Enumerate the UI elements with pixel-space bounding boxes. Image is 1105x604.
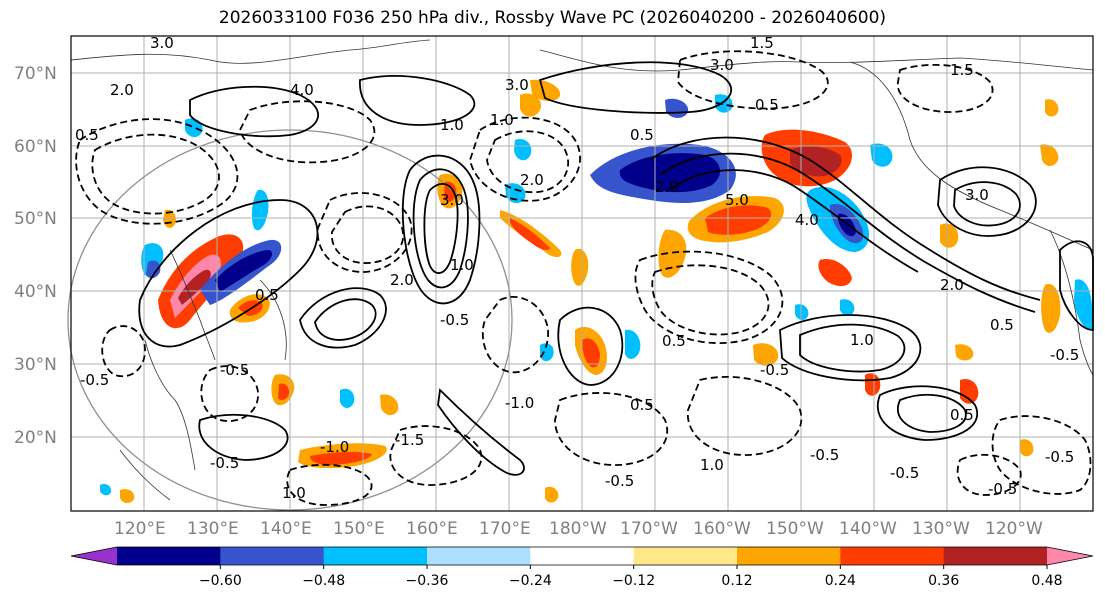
contour-label: -0.5 bbox=[760, 361, 789, 379]
colorbar-bin bbox=[943, 547, 1048, 565]
gridlines bbox=[71, 36, 1093, 511]
contour-label: 0.5 bbox=[950, 406, 974, 424]
lon-label: 130°W bbox=[912, 519, 970, 539]
contour-label: -0.5 bbox=[1045, 448, 1074, 466]
contour-label: 1.5 bbox=[950, 61, 974, 79]
contour-label: 3.0 bbox=[150, 34, 174, 52]
colorbar-bin bbox=[840, 547, 945, 565]
map-title: 2026033100 F036 250 hPa div., Rossby Wav… bbox=[218, 8, 887, 28]
colorbar-bin bbox=[117, 547, 221, 565]
colorbar-bin bbox=[633, 547, 738, 565]
lon-label: 170°E bbox=[479, 519, 531, 539]
contour-label: 4.0 bbox=[290, 81, 314, 99]
contour-label: 2.0 bbox=[110, 81, 134, 99]
colorbar-tick-label: −0.24 bbox=[509, 573, 552, 589]
positive-contours bbox=[138, 61, 1094, 476]
coastlines bbox=[70, 39, 1094, 501]
contour-label: 0.5 bbox=[630, 126, 654, 144]
lat-label: 50°N bbox=[14, 209, 57, 229]
contour-label: 0.5 bbox=[255, 286, 279, 304]
colorbar-bin bbox=[530, 547, 635, 565]
colorbar-bin bbox=[737, 547, 841, 565]
contour-label: -0.5 bbox=[440, 311, 469, 329]
lon-label: 140°E bbox=[260, 519, 312, 539]
contour-label: 1.0 bbox=[490, 111, 514, 129]
contour-label: 3.0 bbox=[710, 56, 734, 74]
negative-contours bbox=[75, 50, 1092, 506]
colorbar: −0.60 −0.48 −0.36 −0.24 −0.12 0.12 0.24 0.36 0.4… bbox=[70, 546, 1094, 589]
longitude-labels: 120°E 130°E 140°E 150°E 160°E 170°E 180°… bbox=[114, 519, 1043, 539]
lat-label: 70°N bbox=[14, 64, 57, 84]
contour-label: -0.5 bbox=[1050, 346, 1079, 364]
colorbar-bin bbox=[220, 547, 325, 565]
contour-label: -0.5 bbox=[810, 446, 839, 464]
lat-label: 20°N bbox=[14, 428, 57, 448]
contour-label: 1.0 bbox=[850, 331, 874, 349]
contour-label: 0.5 bbox=[75, 126, 99, 144]
lon-label: 150°E bbox=[333, 519, 385, 539]
lon-label: 180°W bbox=[549, 519, 607, 539]
contour-label: 0.5 bbox=[662, 332, 686, 350]
lon-label: 150°W bbox=[766, 519, 824, 539]
contour-label: -1.5 bbox=[395, 431, 424, 449]
lon-label: 120°E bbox=[114, 519, 166, 539]
contour-label: 2.0 bbox=[390, 271, 414, 289]
lon-label: 160°E bbox=[406, 519, 458, 539]
lon-label: 120°W bbox=[985, 519, 1043, 539]
colorbar-tick-label: 0.24 bbox=[825, 573, 856, 589]
contour-label: 3.0 bbox=[965, 186, 989, 204]
contour-label: 3.0 bbox=[505, 76, 529, 94]
contour-label: -0.5 bbox=[605, 472, 634, 490]
map-border bbox=[70, 35, 1094, 512]
colorbar-tick-label: 0.48 bbox=[1031, 573, 1062, 589]
colorbar-tick-label: −0.36 bbox=[406, 573, 449, 589]
contour-label: 1.0 bbox=[700, 456, 724, 474]
lat-label: 40°N bbox=[14, 282, 57, 302]
contour-labels: 3.0 2.0 4.0 1.0 0.5 3.0 1.5 3.0 0.5 1.0 … bbox=[75, 34, 1079, 502]
colorbar-bin bbox=[427, 547, 531, 565]
lon-label: 160°W bbox=[693, 519, 751, 539]
contour-label: 5.0 bbox=[725, 191, 749, 209]
contour-label: 1.0 bbox=[440, 116, 464, 134]
contour-label: -0.5 bbox=[220, 361, 249, 379]
contour-label: 3.0 bbox=[440, 191, 464, 209]
latitude-labels: 70°N 60°N 50°N 40°N 30°N 20°N bbox=[14, 64, 57, 448]
contour-label: 2.0 bbox=[940, 276, 964, 294]
colorbar-tick-label: −0.48 bbox=[302, 573, 345, 589]
lat-label: 30°N bbox=[14, 355, 57, 375]
lat-label: 60°N bbox=[14, 137, 57, 157]
contour-label: 0.5 bbox=[990, 316, 1014, 334]
contour-label: 0.5 bbox=[755, 96, 779, 114]
contour-label: -0.5 bbox=[890, 464, 919, 482]
colorbar-outline bbox=[70, 546, 1094, 566]
colorbar-tick-label: −0.60 bbox=[199, 573, 242, 589]
colorbar-tick-label: 0.36 bbox=[928, 573, 959, 589]
contour-label: 1.0 bbox=[450, 256, 474, 274]
lon-label: 140°W bbox=[839, 519, 897, 539]
lon-label: 130°E bbox=[187, 519, 239, 539]
contour-label: -1.0 bbox=[320, 438, 349, 456]
lon-label: 170°W bbox=[620, 519, 678, 539]
highlight-circle bbox=[67, 129, 513, 511]
contour-label: 2.0 bbox=[655, 178, 679, 196]
contour-label: -1.0 bbox=[505, 394, 534, 412]
colorbar-bin bbox=[323, 547, 428, 565]
colorbar-extend-max bbox=[1047, 547, 1093, 565]
contour-label: 0.5 bbox=[630, 396, 654, 414]
colorbar-tick-label: −0.12 bbox=[612, 573, 655, 589]
contour-label: -0.5 bbox=[988, 480, 1017, 498]
contour-label: 1.0 bbox=[282, 484, 306, 502]
colorbar-extend-min bbox=[71, 547, 117, 565]
contour-label: 1.5 bbox=[750, 34, 774, 52]
contour-label: 4.0 bbox=[795, 211, 819, 229]
contour-label: 2.0 bbox=[520, 171, 544, 189]
contour-label: -0.5 bbox=[80, 371, 109, 389]
colorbar-tick-label: 0.12 bbox=[721, 573, 752, 589]
contour-label: -0.5 bbox=[210, 454, 239, 472]
